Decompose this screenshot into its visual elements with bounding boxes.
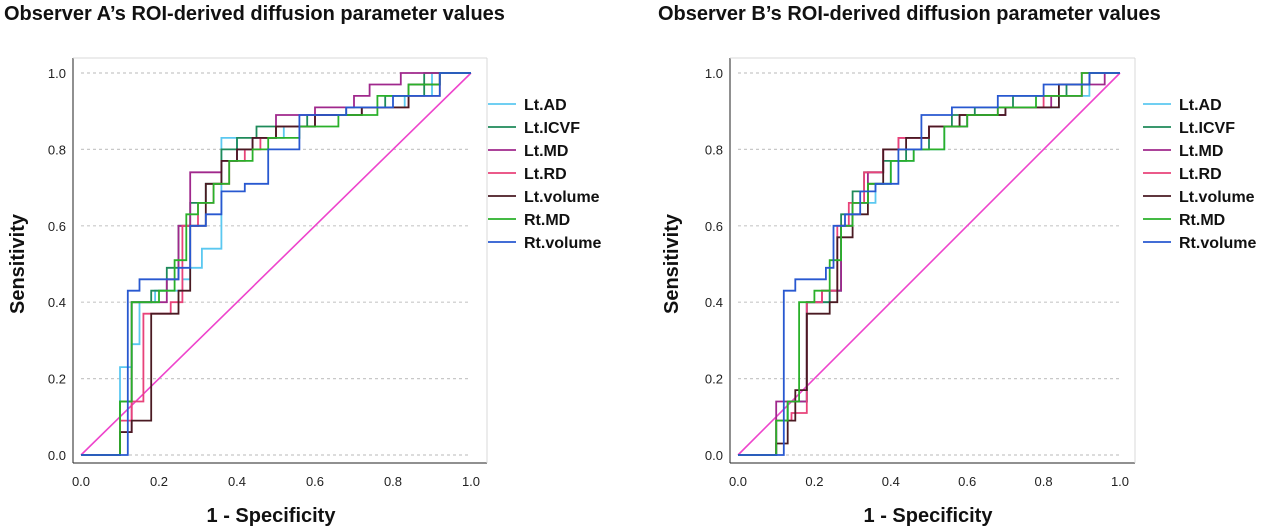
- observer-a-x-tick-label-1-0: 1.0: [462, 474, 480, 489]
- observer-a-panel: Observer A’s ROI-derived diffusion param…: [4, 3, 601, 527]
- observer-b-x-tick-label-1-0: 1.0: [1111, 474, 1129, 489]
- observer-b-y-axis-label: Sensitivity: [661, 213, 683, 314]
- observer-b-legend-label-lt-md: Lt.MD: [1179, 143, 1223, 160]
- observer-a-x-axis-label: 1 - Specificity: [207, 505, 337, 527]
- observer-b-legend-label-rt-md: Rt.MD: [1179, 212, 1225, 229]
- observer-b-y-tick-label-0-0: 0.0: [705, 448, 723, 463]
- observer-b-legend-label-rt-volume: Rt.volume: [1179, 235, 1256, 252]
- observer-a-legend-label-rt-md: Rt.MD: [524, 212, 570, 229]
- observer-b-ticks: 0.0 0.2 0.4 0.6 0.8 1.0 0.0 0.2 0.4 0.6 0.8 1.0: [705, 66, 1129, 489]
- observer-b-legend: Lt.AD Lt.ICVF Lt.MD Lt.RD Lt.volume Rt.MD Rt.v…: [1143, 97, 1256, 252]
- observer-b-y-tick-label-0-2: 0.2: [705, 372, 723, 387]
- observer-a-series: [80, 72, 472, 456]
- observer-b-gridlines: [729, 57, 1136, 464]
- observer-b-reference-line: [737, 72, 1121, 456]
- observer-a-legend-label-lt-icvf: Lt.ICVF: [524, 120, 580, 137]
- observer-b-series: [737, 72, 1121, 456]
- observer-a-series-rt-md: [81, 72, 471, 456]
- observer-a-y-tick-label-0-6: 0.6: [48, 219, 66, 234]
- observer-a-series-rt-volume: [81, 72, 471, 456]
- observer-b-series-rt-volume: [738, 72, 1120, 456]
- observer-a-y-axis-label: Sensitivity: [7, 213, 29, 314]
- observer-a-legend-label-lt-rd: Lt.RD: [524, 166, 567, 183]
- observer-a-y-tick-label-1-0: 1.0: [48, 66, 66, 81]
- observer-a-legend-label-rt-volume: Rt.volume: [524, 235, 601, 252]
- observer-a-x-tick-label-0-8: 0.8: [384, 474, 402, 489]
- observer-a-ticks: 0.0 0.2 0.4 0.6 0.8 1.0 0.0 0.2 0.4 0.6 0.8 1.0: [48, 66, 480, 489]
- observer-a-legend-label-lt-ad: Lt.AD: [524, 97, 567, 114]
- observer-a-x-tick-label-0-6: 0.6: [306, 474, 324, 489]
- observer-a-y-tick-label-0-4: 0.4: [48, 295, 66, 310]
- observer-a-legend: Lt.AD Lt.ICVF Lt.MD Lt.RD Lt.volume Rt.MD Rt.v…: [488, 97, 601, 252]
- observer-b-y-tick-label-0-6: 0.6: [705, 219, 723, 234]
- observer-b-chart-title: Observer B’s ROI-derived diffusion param…: [658, 3, 1161, 25]
- observer-b-y-tick-label-0-8: 0.8: [705, 142, 723, 157]
- observer-b-legend-label-lt-ad: Lt.AD: [1179, 97, 1222, 114]
- observer-b-y-tick-label-1-0: 1.0: [705, 66, 723, 81]
- observer-a-y-tick-label-0-2: 0.2: [48, 372, 66, 387]
- observer-b-x-axis-label: 1 - Specificity: [864, 505, 994, 527]
- observer-a-gridlines: [72, 57, 488, 464]
- observer-b-x-tick-label-0-6: 0.6: [958, 474, 976, 489]
- observer-a-chart-title: Observer A’s ROI-derived diffusion param…: [4, 3, 505, 25]
- observer-a-y-tick-label-0-0: 0.0: [48, 448, 66, 463]
- observer-a-x-tick-label-0-0: 0.0: [72, 474, 90, 489]
- observer-b-panel: Observer B’s ROI-derived diffusion param…: [658, 3, 1256, 527]
- observer-b-series-rt-md: [738, 72, 1120, 456]
- observer-b-legend-label-lt-icvf: Lt.ICVF: [1179, 120, 1235, 137]
- observer-a-x-tick-label-0-2: 0.2: [150, 474, 168, 489]
- observer-b-x-tick-label-0-2: 0.2: [805, 474, 823, 489]
- observer-b-legend-label-lt-rd: Lt.RD: [1179, 166, 1222, 183]
- observer-b-x-tick-label-0-0: 0.0: [729, 474, 747, 489]
- observer-a-legend-label-lt-md: Lt.MD: [524, 143, 568, 160]
- observer-a-reference-line: [80, 72, 472, 456]
- observer-a-x-tick-label-0-4: 0.4: [228, 474, 246, 489]
- observer-b-y-tick-label-0-4: 0.4: [705, 295, 723, 310]
- observer-a-legend-label-lt-volume: Lt.volume: [524, 189, 600, 206]
- observer-b-x-tick-label-0-8: 0.8: [1035, 474, 1053, 489]
- observer-b-x-tick-label-0-4: 0.4: [882, 474, 900, 489]
- observer-a-y-tick-label-0-8: 0.8: [48, 142, 66, 157]
- observer-b-legend-label-lt-volume: Lt.volume: [1179, 189, 1255, 206]
